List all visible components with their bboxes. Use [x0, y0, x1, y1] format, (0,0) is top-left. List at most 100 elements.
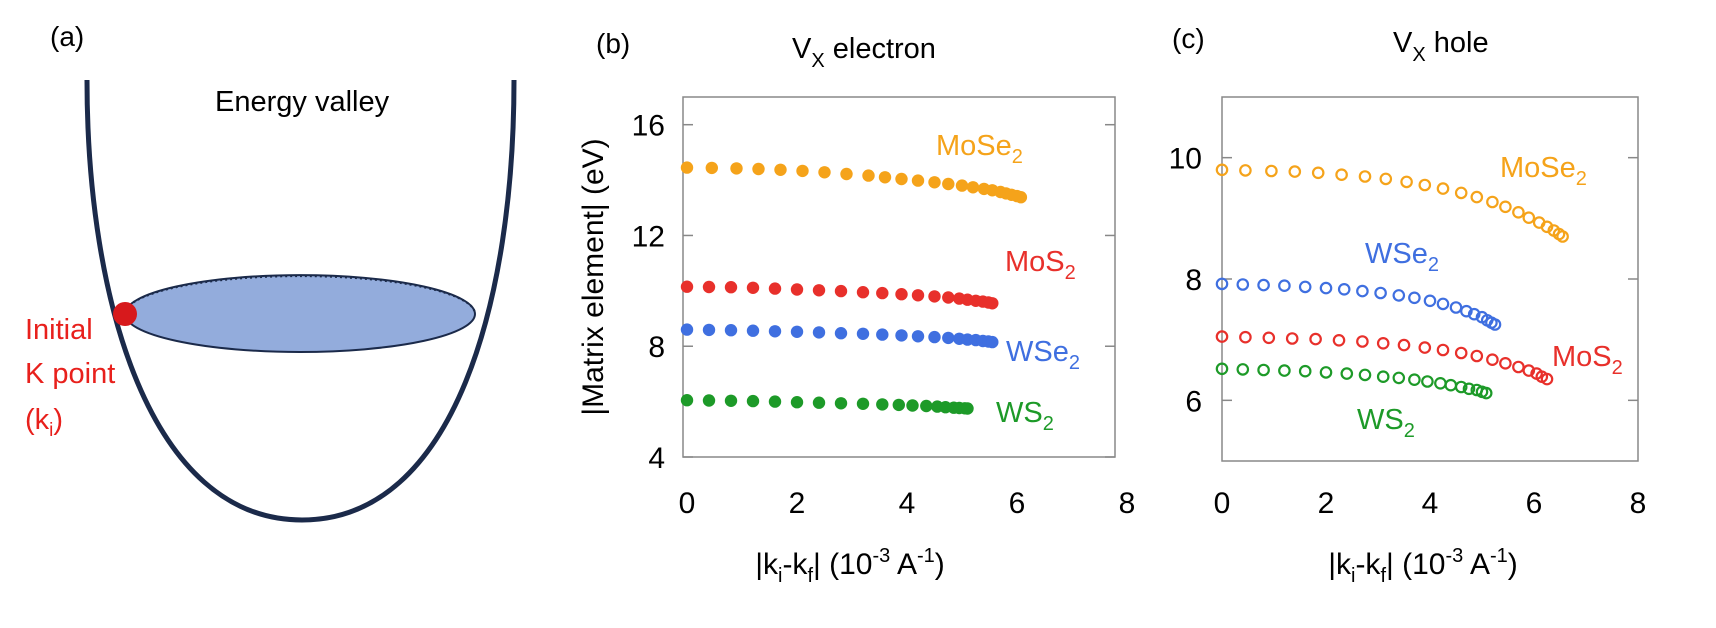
chart-c-point-wse2-12	[1436, 297, 1450, 311]
chart-c-point-mos2-6	[1356, 335, 1369, 348]
series-label-b-wse2: WSe2	[1006, 336, 1080, 374]
chart-b-point-ws2-10	[892, 398, 905, 412]
chart-c-point-mose2-6	[1358, 170, 1372, 183]
chart-b-point-ws2-6	[812, 396, 826, 409]
chart-c-xtick-label-2: 4	[1422, 487, 1439, 520]
chart-b-ytick-label-1: 8	[648, 331, 665, 364]
chart-c-point-wse2-19	[1488, 318, 1502, 331]
chart-b-ytick-label-2: 12	[632, 220, 665, 253]
chart-b-point-wse2-0	[680, 323, 694, 336]
chart-b-point-wse2-11	[911, 330, 925, 343]
chart-b-point-mose2-1	[705, 161, 718, 175]
chart-b-xlabel-p0: |k	[755, 548, 779, 581]
chart-c-xtick-labels: 0 2 4 6 8	[1214, 487, 1647, 520]
chart-b-point-mos2-6	[812, 284, 826, 297]
panel-a: (a) Energy valley Initial K point (ki)	[25, 21, 517, 523]
chart-b-title-sub: X	[811, 50, 824, 72]
chart-b-xlabel-p6: A	[890, 548, 917, 581]
chart-b-point-mos2-1	[702, 280, 716, 294]
chart-c-point-ws2-4	[1298, 364, 1312, 378]
chart-c-point-wse2-13	[1449, 301, 1463, 314]
chart-b-point-wse2-19	[986, 335, 999, 349]
chart-c-point-mos2-15	[1512, 360, 1525, 374]
chart-c-point-mose2-0	[1215, 163, 1229, 177]
chart-panel-b: (b) VX electron |Matrix element| (eV) 0 2…	[577, 28, 1135, 587]
chart-b-xtick-label-1: 2	[789, 487, 806, 520]
chart-c-point-ws2-0	[1215, 362, 1229, 376]
point-label-line-3: (ki)	[25, 404, 63, 441]
chart-b-point-mos2-13	[942, 291, 955, 304]
chart-b-point-ws2-9	[876, 398, 889, 411]
chart-c-point-mose2-13	[1486, 195, 1499, 209]
chart-c-point-mose2-5	[1335, 168, 1348, 181]
chart-b-point-ws2-1	[702, 394, 716, 407]
chart-b-title-rest: electron	[825, 33, 936, 65]
chart-b-point-mos2-3	[746, 281, 760, 294]
chart-b-xtick-label-0: 0	[679, 487, 696, 520]
chart-b-point-mose2-5	[796, 164, 809, 178]
chart-b-title: VX electron	[792, 33, 936, 72]
energy-valley-title: Energy valley	[215, 86, 390, 118]
chart-b-ytick-label-0: 4	[648, 442, 665, 475]
chart-c-point-ws2-3	[1278, 364, 1291, 377]
chart-c-ytick-label-0: 6	[1185, 385, 1202, 418]
chart-b-point-mos2-9	[876, 286, 889, 300]
chart-b-point-wse2-2	[724, 324, 738, 337]
chart-c-point-wse2-14	[1460, 304, 1473, 318]
chart-c-point-mos2-1	[1239, 330, 1252, 344]
chart-c-point-ws2-8	[1376, 370, 1390, 383]
chart-c-point-ws2-6	[1340, 367, 1354, 380]
chart-b-point-mose2-7	[840, 167, 853, 181]
chart-b-point-mos2-2	[724, 281, 738, 294]
chart-c-xlabel-p5: -3	[1446, 545, 1464, 567]
chart-b-point-wse2-13	[942, 331, 955, 345]
chart-b-ytick-labels: 4 8 12 16	[632, 110, 1115, 475]
chart-b-point-mose2-12	[928, 176, 941, 189]
chart-b-point-mose2-3	[752, 162, 765, 176]
chart-b-ylabel: |Matrix element| (eV)	[577, 138, 610, 415]
chart-c-title-sub: X	[1412, 44, 1425, 66]
chart-b-point-wse2-4	[768, 325, 782, 338]
chart-b-point-ws2-3	[746, 394, 760, 408]
chart-c-title-v: V	[1393, 27, 1413, 59]
chart-c-point-wse2-3	[1278, 279, 1291, 292]
chart-c-xlabel-p6: A	[1463, 548, 1490, 581]
chart-b-point-wse2-1	[702, 323, 716, 337]
chart-b-point-mos2-11	[911, 289, 925, 302]
chart-c-point-mos2-16	[1522, 364, 1536, 377]
chart-c-point-wse2-9	[1392, 289, 1406, 302]
chart-b-point-ws2-2	[724, 394, 738, 407]
chart-b-point-mose2-11	[911, 174, 925, 187]
chart-c-ytick-label-1: 8	[1185, 264, 1202, 297]
chart-b-ytick-label-3: 16	[632, 110, 665, 143]
chart-c-point-ws2-12	[1434, 376, 1447, 390]
chart-c-point-mos2-11	[1454, 346, 1468, 360]
chart-b-xlabel-p3: f	[807, 565, 813, 587]
chart-c-point-wse2-1	[1236, 278, 1250, 291]
ellipse-back-edge	[123, 274, 477, 315]
chart-b-xlabel-p7: -1	[917, 545, 935, 567]
panel-b-tag: (b)	[596, 28, 630, 59]
chart-b-point-mose2-10	[895, 172, 908, 186]
chart-c-title: VX hole	[1393, 27, 1489, 66]
chart-c-xlabel-p3: f	[1380, 565, 1386, 587]
panel-c-tag: (c)	[1172, 23, 1205, 54]
chart-b-point-mose2-0	[680, 161, 694, 174]
chart-b-point-ws2-12	[920, 399, 933, 413]
chart-b-xlabel-p8: )	[935, 548, 945, 581]
chart-c-point-ws2-13	[1444, 378, 1458, 392]
chart-b-xlabel: |ki-kf| (10-3 A-1)	[755, 545, 945, 587]
chart-c-point-mos2-13	[1486, 353, 1499, 366]
chart-c-point-mose2-14	[1499, 200, 1512, 214]
chart-c-point-mose2-12	[1470, 190, 1484, 204]
chart-c-point-mos2-7	[1376, 336, 1390, 350]
chart-c-point-mose2-1	[1239, 164, 1252, 177]
chart-c-point-mos2-9	[1418, 341, 1432, 354]
series-label-c-mose2: MoSe2	[1500, 152, 1587, 190]
chart-b-xtick-label-2: 4	[899, 487, 916, 520]
chart-b-point-ws2-7	[834, 397, 848, 410]
chart-b-point-mos2-19	[986, 297, 999, 310]
chart-b-xlabel-p5: -3	[873, 545, 891, 567]
series-label-c-mos2: MoS2	[1552, 341, 1623, 379]
chart-b-point-mos2-0	[680, 280, 694, 293]
